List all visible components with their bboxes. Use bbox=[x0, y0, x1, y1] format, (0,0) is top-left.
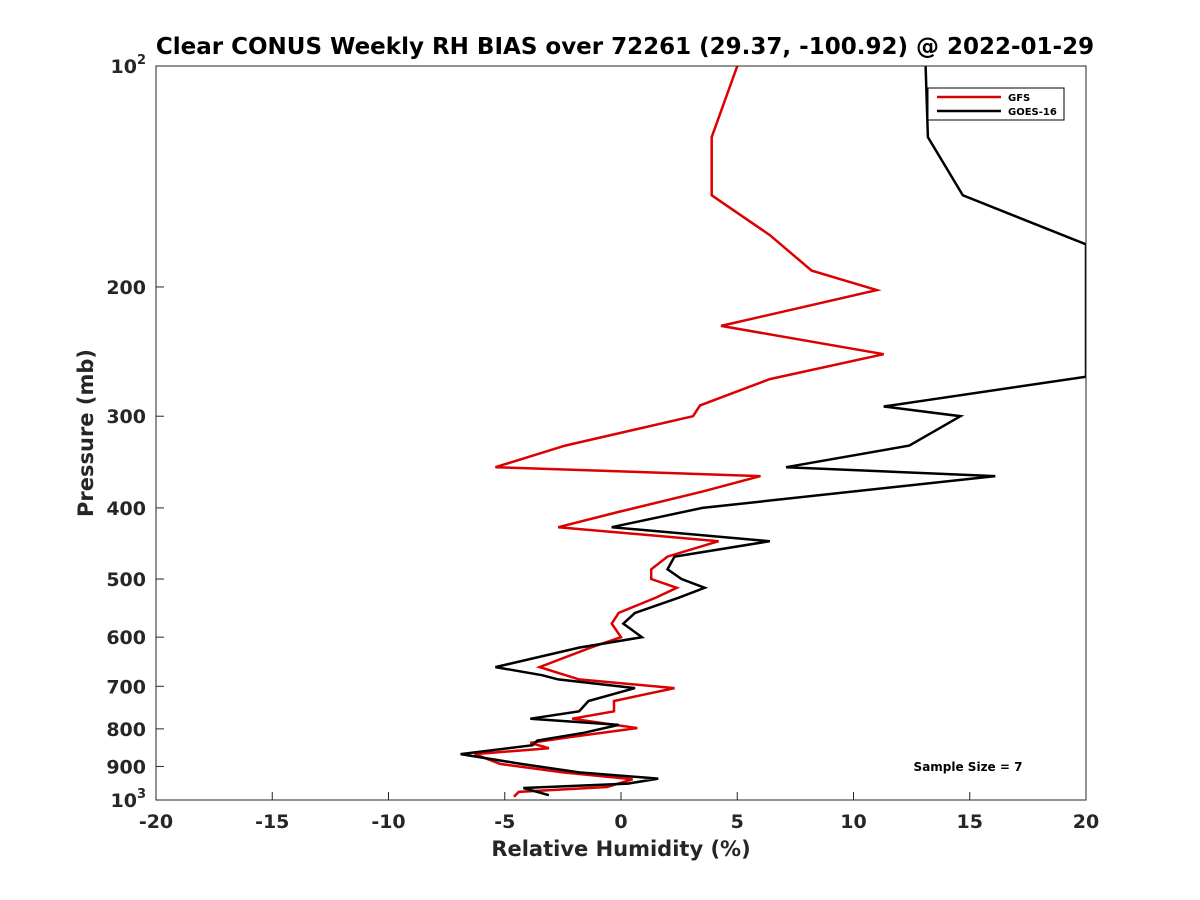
y-tick-label: 800 bbox=[106, 719, 146, 741]
series-line-1 bbox=[460, 66, 1086, 797]
y-tick-label: 600 bbox=[106, 627, 146, 649]
x-tick-label: -10 bbox=[371, 811, 405, 833]
x-tick-label: -15 bbox=[255, 811, 289, 833]
x-axis-label: Relative Humidity (%) bbox=[491, 837, 750, 861]
legend-label-1: GOES-16 bbox=[1008, 107, 1057, 118]
x-tick-label: 20 bbox=[1073, 811, 1099, 833]
series-line-0 bbox=[474, 66, 884, 798]
legend-label-0: GFS bbox=[1008, 93, 1030, 104]
x-tick-label: -5 bbox=[494, 811, 515, 833]
y-tick-label: 400 bbox=[106, 498, 146, 520]
legend-box bbox=[927, 87, 1065, 121]
y-axis-label: Pressure (mb) bbox=[74, 349, 98, 517]
axes: -20 -15 -10 -5 0 5 10 15 20 102 200 300 400 500 600 700… bbox=[106, 53, 1099, 833]
y-tick-label: 300 bbox=[106, 406, 146, 428]
y-tick-label: 500 bbox=[106, 569, 146, 591]
x-tick-label: -20 bbox=[139, 811, 173, 833]
y-tick-label: 900 bbox=[106, 756, 146, 778]
x-tick-label: 15 bbox=[957, 811, 983, 833]
y-tick-label: 700 bbox=[106, 676, 146, 698]
chart-title: Clear CONUS Weekly RH BIAS over 72261 (2… bbox=[156, 34, 1094, 60]
y-tick-label: 103 bbox=[111, 787, 147, 812]
x-tick-label: 10 bbox=[840, 811, 866, 833]
y-tick-label: 200 bbox=[106, 277, 146, 299]
legend: GFS GOES-16 bbox=[927, 87, 1065, 121]
y-tick-label: 102 bbox=[111, 53, 147, 78]
plot-lines bbox=[460, 66, 1086, 798]
x-tick-label: 0 bbox=[614, 811, 627, 833]
x-tick-label: 5 bbox=[731, 811, 744, 833]
sample-size-annotation: Sample Size = 7 bbox=[914, 760, 1023, 774]
